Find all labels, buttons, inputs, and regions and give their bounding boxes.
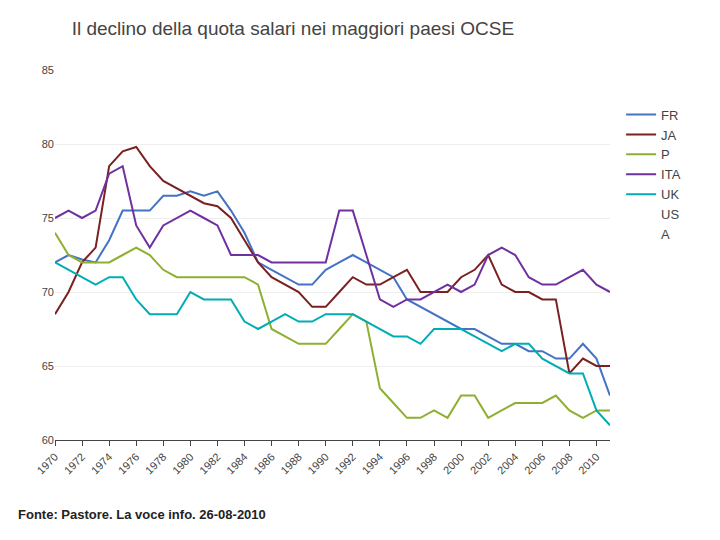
svg-text:Fonte: Pastore. La voce info.: Fonte: Pastore. La voce info. 26-08-2010 (18, 507, 266, 522)
svg-text:1984: 1984 (224, 451, 250, 477)
svg-text:2004: 2004 (495, 451, 521, 477)
svg-text:A: A (661, 227, 670, 242)
svg-text:60: 60 (42, 434, 54, 446)
svg-text:1972: 1972 (62, 451, 88, 477)
svg-text:1976: 1976 (116, 451, 142, 477)
svg-text:1986: 1986 (251, 451, 277, 477)
svg-text:1978: 1978 (143, 451, 169, 477)
svg-text:1998: 1998 (414, 451, 440, 477)
svg-text:70: 70 (42, 286, 54, 298)
svg-text:Il declino della quota salari: Il declino della quota salari nei maggio… (72, 18, 515, 39)
svg-text:1994: 1994 (359, 451, 385, 477)
svg-text:85: 85 (42, 64, 54, 76)
svg-text:1970: 1970 (35, 451, 61, 477)
svg-text:1990: 1990 (305, 451, 331, 477)
svg-text:1982: 1982 (197, 451, 223, 477)
svg-text:US: US (661, 207, 679, 222)
svg-text:1974: 1974 (89, 451, 115, 477)
svg-text:JA: JA (661, 128, 677, 143)
svg-text:1992: 1992 (332, 451, 358, 477)
svg-text:1996: 1996 (386, 451, 412, 477)
svg-text:ITA: ITA (661, 167, 681, 182)
svg-text:1980: 1980 (170, 451, 196, 477)
svg-text:2002: 2002 (468, 451, 494, 477)
svg-text:UK: UK (661, 187, 679, 202)
svg-text:65: 65 (42, 360, 54, 372)
svg-text:2010: 2010 (576, 451, 602, 477)
svg-text:2000: 2000 (441, 451, 467, 477)
svg-text:2008: 2008 (549, 451, 575, 477)
svg-text:FR: FR (661, 108, 678, 123)
svg-text:P: P (661, 147, 670, 162)
svg-text:1988: 1988 (278, 451, 304, 477)
svg-text:2006: 2006 (522, 451, 548, 477)
svg-text:80: 80 (42, 138, 54, 150)
svg-text:75: 75 (42, 212, 54, 224)
